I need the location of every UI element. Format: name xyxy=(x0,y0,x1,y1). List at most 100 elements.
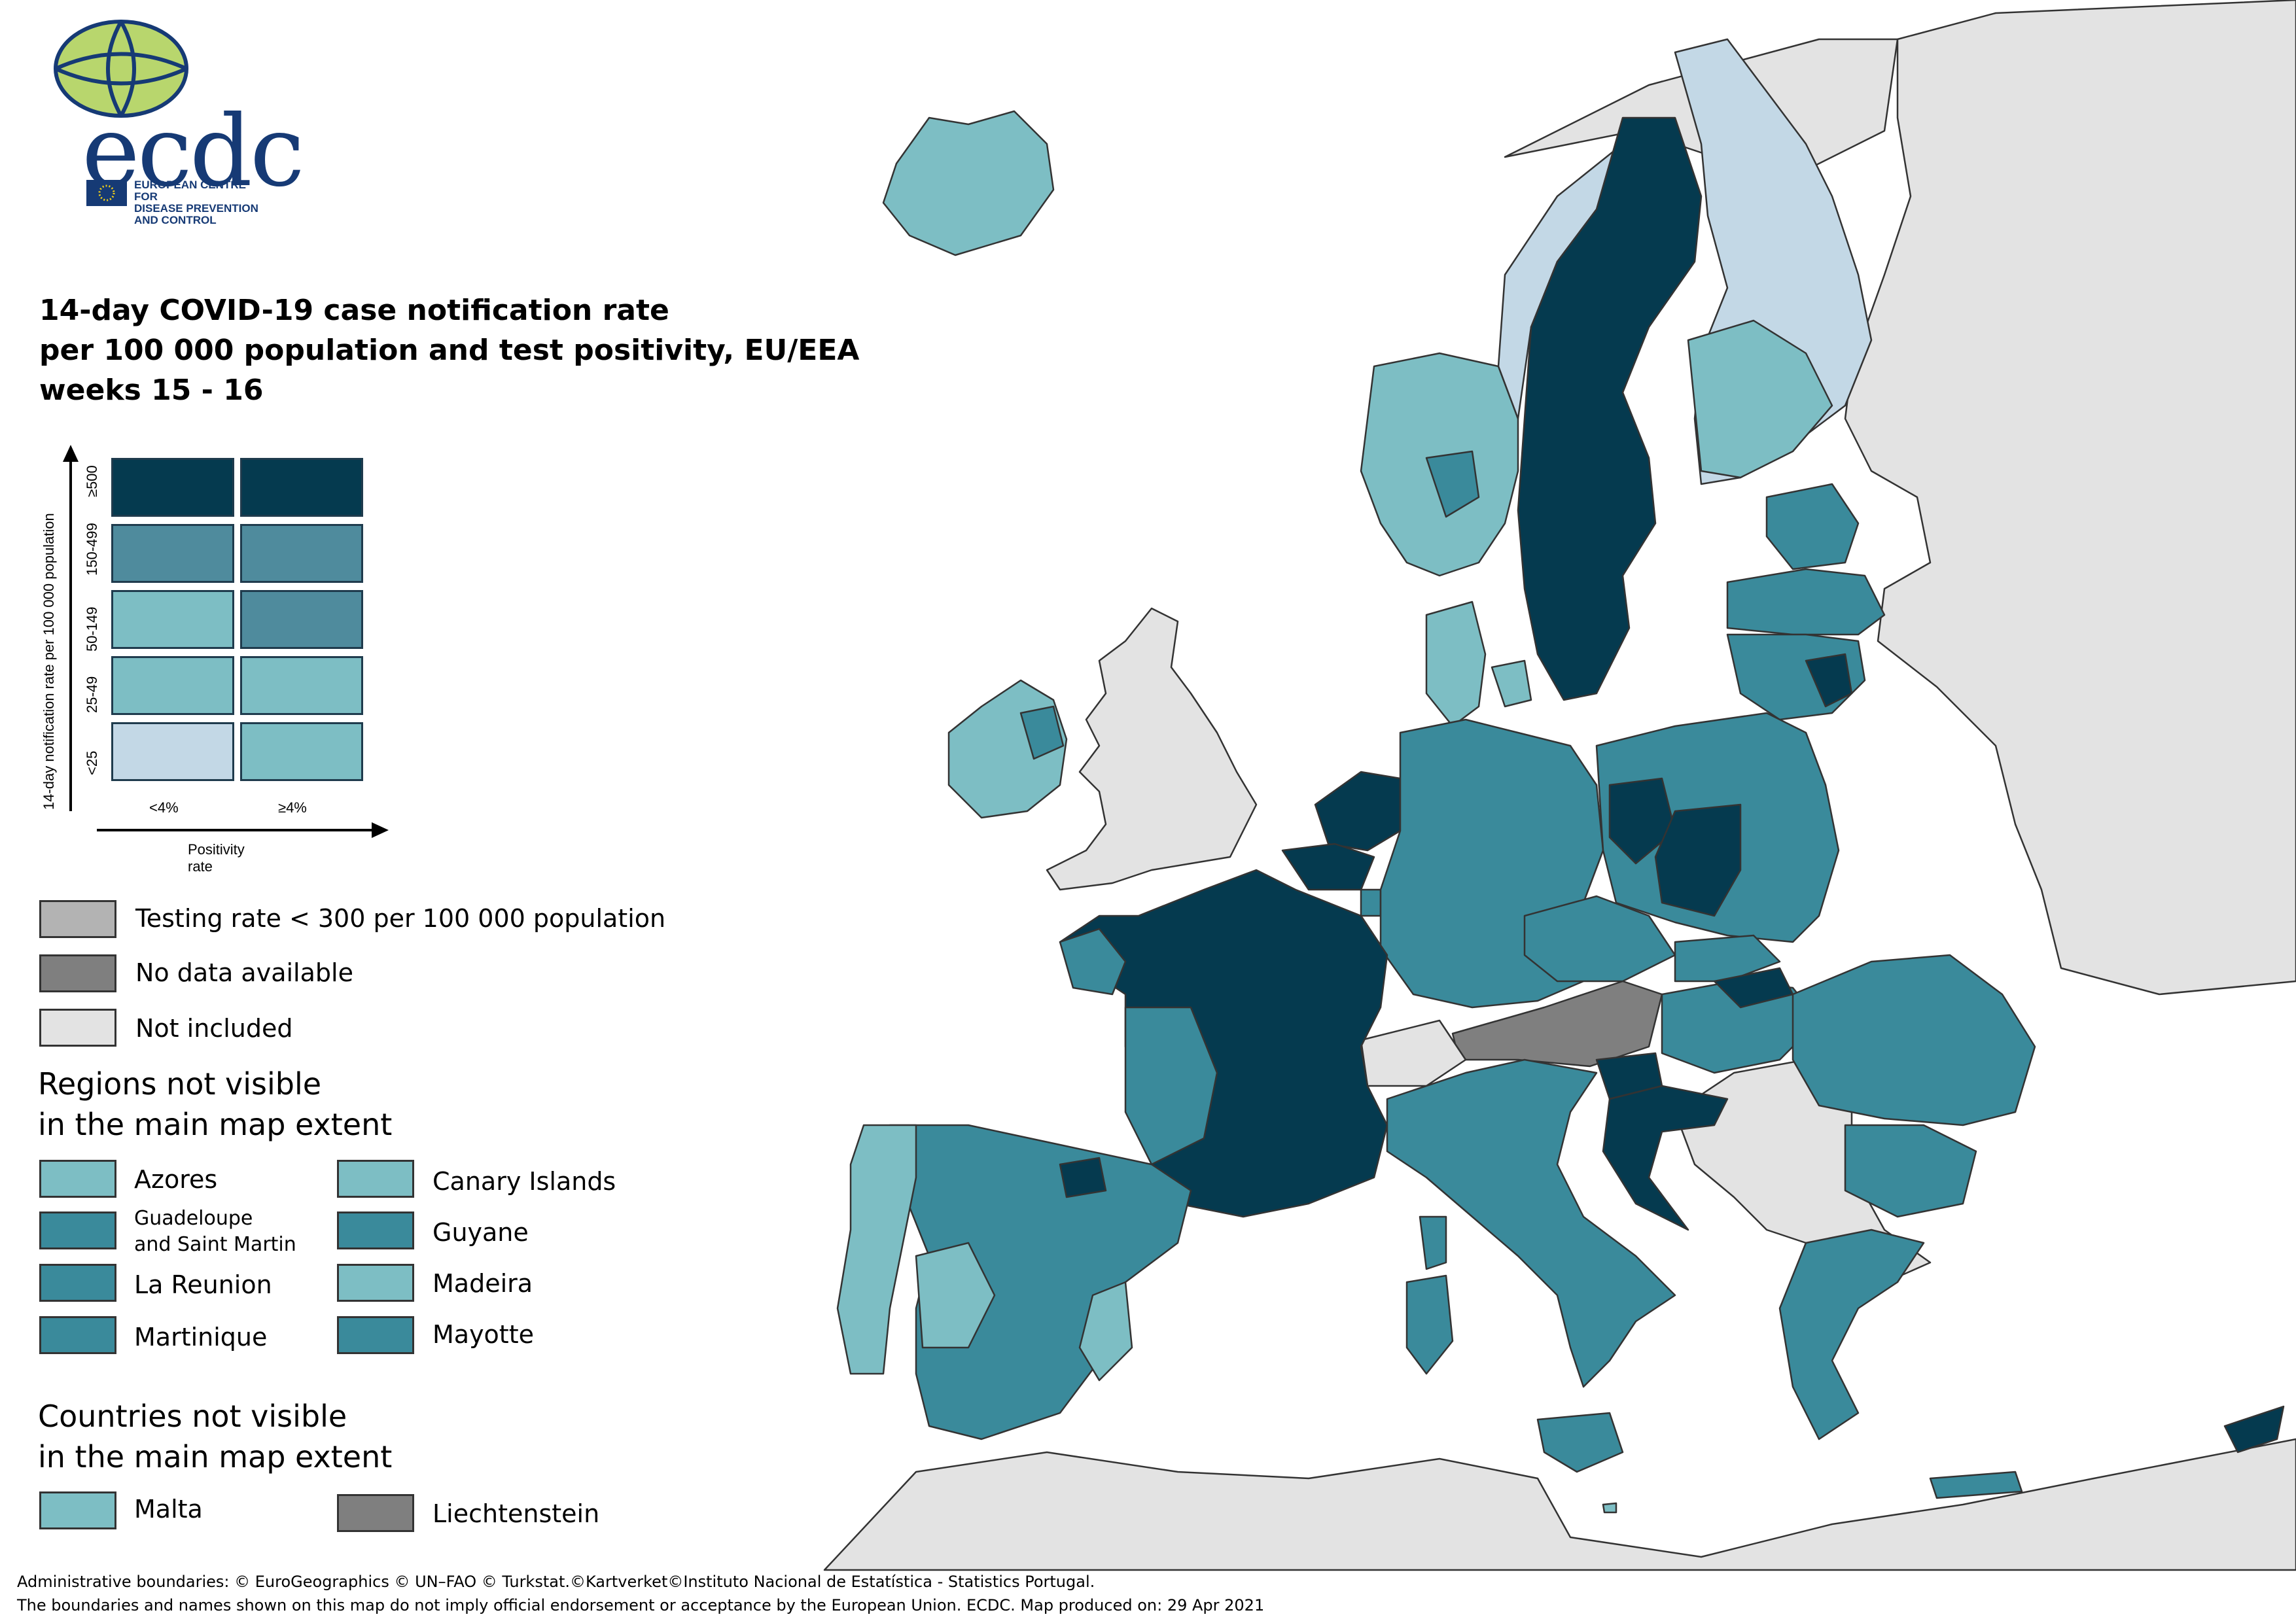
region-slovakia xyxy=(1674,934,1781,983)
footer-attribution: Administrative boundaries: © EuroGeograp… xyxy=(17,1573,1095,1591)
legend-swatch-nodata xyxy=(39,954,116,992)
legend-swatch-madeira xyxy=(337,1264,414,1302)
legend-cell xyxy=(111,590,234,649)
title-line: weeks 15 - 16 xyxy=(39,374,264,407)
legend-cell xyxy=(240,656,363,715)
region-ireland-dublin xyxy=(1019,705,1065,760)
map-title: 14-day COVID-19 case notification rate p… xyxy=(39,290,859,410)
legend-label: Testing rate < 300 per 100 000 populatio… xyxy=(135,904,666,933)
legend-cell xyxy=(240,722,363,781)
region-norway-oslo xyxy=(1425,450,1480,518)
row-label: 25-49 xyxy=(84,676,100,713)
legend-swatch-canary-islands xyxy=(337,1160,414,1198)
legend-label: Guyane xyxy=(433,1218,529,1247)
legend-label: Mayotte xyxy=(433,1320,534,1349)
logo-subtitle: EUROPEAN CENTRE FOR DISEASE PREVENTION A… xyxy=(134,179,268,226)
legend-label: La Reunion xyxy=(134,1270,272,1299)
legend-swatch-malta xyxy=(39,1491,116,1529)
region-czechia xyxy=(1523,895,1676,983)
eu-flag-icon xyxy=(86,180,127,206)
heading-line: in the main map extent xyxy=(38,1107,393,1142)
region-sicily xyxy=(1536,1412,1624,1473)
region-croatia xyxy=(1602,1085,1729,1231)
region-spain-valencia xyxy=(1078,1281,1133,1382)
region-bulgaria xyxy=(1844,1124,1977,1218)
region-spain-navarra xyxy=(1059,1157,1107,1198)
region-malta xyxy=(1602,1502,1617,1514)
x-axis-arrow xyxy=(97,822,389,838)
region-corsica xyxy=(1419,1215,1447,1270)
region-crete xyxy=(1929,1471,2023,1499)
region-netherlands xyxy=(1314,771,1402,852)
region-france-brittany xyxy=(1059,928,1127,996)
region-poland-dark-south xyxy=(1654,803,1742,917)
logo-sub-line: DISEASE PREVENTION xyxy=(134,202,258,215)
region-estonia xyxy=(1765,483,1860,570)
region-cyprus xyxy=(2223,1405,2285,1454)
legend-cell xyxy=(111,458,234,517)
region-sardinia xyxy=(1405,1274,1454,1375)
heading-line: Countries not visible xyxy=(38,1399,347,1434)
legend-cell xyxy=(111,722,234,781)
legend-swatch-la-reunion xyxy=(39,1264,116,1302)
region-latvia xyxy=(1726,568,1886,636)
legend-swatch-martinique xyxy=(39,1316,116,1354)
legend-label: Martinique xyxy=(134,1323,268,1351)
title-line: per 100 000 population and test positivi… xyxy=(39,334,860,367)
legend-label: Not included xyxy=(135,1014,293,1043)
legend-cell xyxy=(240,458,363,517)
region-austria xyxy=(1451,980,1663,1068)
legend-label: Azores xyxy=(134,1165,218,1194)
y-axis-arrow xyxy=(63,445,79,811)
legend-label: Madeira xyxy=(433,1269,533,1298)
region-france-southwest xyxy=(1124,1006,1218,1166)
row-label: ≥500 xyxy=(84,465,100,497)
y-axis-label: 14-day notification rate per 100 000 pop… xyxy=(41,513,57,810)
region-romania xyxy=(1792,954,2036,1126)
legend-label-line: and Saint Martin xyxy=(134,1233,296,1256)
globe-icon xyxy=(54,20,188,118)
region-russia-east xyxy=(1844,0,2296,996)
legend-cell xyxy=(240,590,363,649)
title-line: 14-day COVID-19 case notification rate xyxy=(39,294,669,327)
region-luxembourg xyxy=(1360,888,1382,917)
row-label: 50-149 xyxy=(84,606,100,652)
region-denmark-islands xyxy=(1491,659,1532,708)
logo-sub-line: EUROPEAN CENTRE FOR xyxy=(134,179,246,203)
region-lithuania-dark xyxy=(1805,653,1853,708)
legend-cell xyxy=(111,524,234,583)
region-greece xyxy=(1778,1229,1925,1440)
logo-sub-line: AND CONTROL xyxy=(134,214,217,226)
region-spain-castilla xyxy=(915,1242,996,1349)
row-label: 150-499 xyxy=(84,523,100,576)
heading-line: in the main map extent xyxy=(38,1439,393,1474)
legend-label-line: Guadeloupe xyxy=(134,1207,253,1230)
region-poland-dark-west xyxy=(1608,777,1676,865)
footer-disclaimer: The boundaries and names shown on this m… xyxy=(17,1596,1265,1614)
legend-swatch-not-included xyxy=(39,1009,116,1047)
legend-swatch-guadeloupe xyxy=(39,1211,116,1249)
region-iceland xyxy=(882,110,1055,256)
legend-swatch-testing xyxy=(39,900,116,938)
legend-cell xyxy=(111,656,234,715)
region-north-africa xyxy=(823,1438,2296,1571)
heading-line: Regions not visible xyxy=(38,1066,322,1102)
col-label: ≥4% xyxy=(278,799,307,816)
legend-swatch-mayotte xyxy=(337,1316,414,1354)
region-finland-south xyxy=(1687,319,1833,479)
ecdc-logo: ecdc EUROPEAN CENTRE FOR DISEASE PREVENT… xyxy=(46,13,305,226)
legend-swatch-guyane xyxy=(337,1211,414,1249)
legend-label: No data available xyxy=(135,958,353,987)
x-axis-label: Positivity rate xyxy=(188,841,245,875)
legend-label: Malta xyxy=(134,1495,203,1524)
region-uk xyxy=(1046,607,1258,891)
legend-swatch-azores xyxy=(39,1160,116,1198)
legend-cell xyxy=(240,524,363,583)
col-label: <4% xyxy=(149,799,179,816)
regions-heading: Regions not visible in the main map exte… xyxy=(38,1064,392,1145)
region-sweden xyxy=(1517,116,1703,701)
row-label: <25 xyxy=(84,750,100,775)
region-switzerland xyxy=(1360,1019,1467,1087)
region-italy xyxy=(1386,1058,1676,1388)
